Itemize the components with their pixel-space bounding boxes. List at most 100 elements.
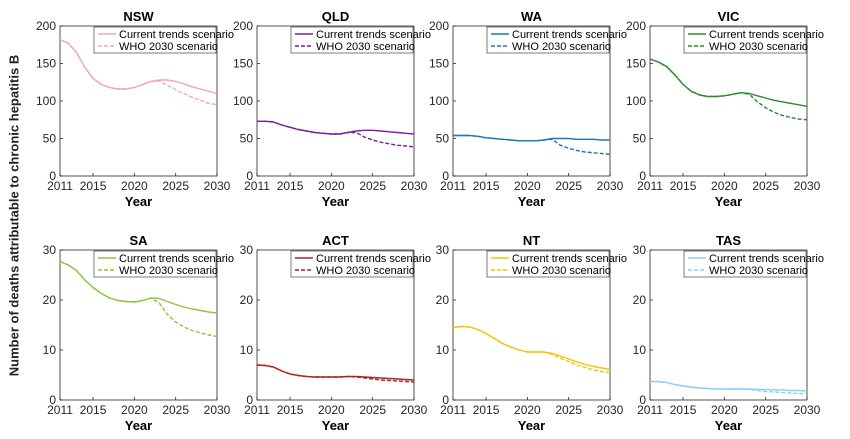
y-tick-label: 150	[626, 57, 646, 71]
x-tick-label: 2020	[514, 179, 541, 193]
x-axis-label: Year	[322, 418, 349, 433]
x-axis-label: Year	[125, 194, 152, 209]
y-tick-label: 0	[639, 169, 646, 183]
series-line-who-2030	[453, 134, 611, 155]
series-line-who-2030	[59, 38, 218, 106]
x-tick-label: 2020	[318, 403, 345, 417]
y-tick-label: 200	[429, 19, 449, 33]
x-tick-label: 2030	[204, 403, 231, 417]
x-axis-label: Year	[322, 194, 349, 209]
x-tick-label: 2015	[473, 403, 500, 417]
legend-label-current-trends: Current trends scenario	[512, 253, 627, 265]
x-tick-label: 2025	[752, 179, 779, 193]
x-tick-label: 2030	[794, 403, 821, 417]
axes-box	[256, 249, 415, 401]
x-tick-label: 2011	[47, 179, 73, 193]
y-tick-label: 50	[633, 132, 647, 146]
y-tick-label: 100	[36, 94, 56, 108]
x-tick-label: 2011	[440, 179, 466, 193]
y-tick-label: 10	[240, 343, 254, 357]
series-line-who-2030	[649, 58, 808, 121]
y-tick-label: 30	[43, 243, 57, 257]
x-tick-label: 2011	[244, 179, 270, 193]
x-tick-label: 2015	[277, 403, 304, 417]
x-tick-label: 2025	[162, 179, 189, 193]
y-tick-label: 0	[49, 169, 56, 183]
x-axis-label: Year	[518, 418, 545, 433]
y-tick-label: 200	[233, 19, 253, 33]
panel-title: NSW	[123, 9, 154, 24]
x-tick-label: 2025	[752, 403, 779, 417]
x-tick-label: 2015	[670, 403, 697, 417]
legend-label-who-2030: WHO 2030 scenario	[512, 265, 611, 277]
chart-panel-nsw: 0 50 100 150 200 2011 2015 2020 2025 2030 NSW Year C…	[36, 9, 234, 209]
x-tick-label: 2015	[473, 179, 500, 193]
y-tick-label: 0	[49, 393, 56, 407]
x-tick-label: 2015	[670, 179, 697, 193]
x-tick-label: 2030	[401, 403, 428, 417]
y-tick-label: 0	[442, 169, 449, 183]
y-tick-label: 150	[233, 57, 253, 71]
x-tick-label: 2030	[597, 179, 624, 193]
series-line-current-trends	[59, 38, 218, 95]
y-tick-label: 30	[240, 243, 254, 257]
legend-label-current-trends: Current trends scenario	[316, 253, 431, 265]
y-tick-label: 30	[633, 243, 647, 257]
x-tick-label: 2020	[711, 403, 738, 417]
y-tick-label: 150	[36, 57, 56, 71]
y-tick-label: 100	[429, 94, 449, 108]
panel-title: NT	[523, 233, 540, 248]
series-line-current-trends	[452, 325, 611, 371]
y-tick-label: 10	[43, 343, 57, 357]
y-tick-label: 0	[246, 169, 253, 183]
series-line-current-trends	[59, 260, 218, 314]
legend-label-current-trends: Current trends scenario	[316, 29, 431, 41]
legend-label-who-2030: WHO 2030 scenario	[709, 41, 808, 53]
x-tick-label: 2011	[440, 403, 466, 417]
series-line-who-2030	[650, 380, 807, 395]
y-tick-label: 0	[442, 393, 449, 407]
y-tick-label: 20	[436, 293, 450, 307]
y-tick-label: 0	[639, 393, 646, 407]
chart-panel-wa: 0 50 100 150 200 2011 2015 2020 2025 2030 WA Year Cu…	[429, 9, 627, 209]
x-tick-label: 2011	[637, 179, 663, 193]
x-tick-label: 2020	[121, 403, 148, 417]
legend-label-current-trends: Current trends scenario	[512, 29, 627, 41]
x-tick-label: 2030	[401, 179, 428, 193]
y-tick-label: 10	[633, 343, 647, 357]
x-tick-label: 2011	[47, 403, 73, 417]
x-tick-label: 2030	[794, 179, 821, 193]
x-tick-label: 2011	[637, 403, 663, 417]
legend-box	[486, 250, 610, 278]
x-tick-label: 2030	[204, 179, 231, 193]
axes-box	[649, 249, 808, 401]
x-tick-label: 2011	[244, 403, 270, 417]
x-tick-label: 2020	[121, 179, 148, 193]
legend-box	[683, 250, 807, 278]
legend-label-who-2030: WHO 2030 scenario	[119, 265, 218, 277]
x-tick-label: 2025	[555, 179, 582, 193]
x-tick-label: 2025	[555, 403, 582, 417]
x-tick-label: 2025	[359, 403, 386, 417]
legend-box	[93, 250, 217, 278]
legend-box	[290, 26, 414, 54]
x-tick-label: 2025	[162, 403, 189, 417]
legend-label-current-trends: Current trends scenario	[709, 29, 824, 41]
series-line-who-2030	[256, 364, 415, 383]
y-tick-label: 30	[436, 243, 450, 257]
axes-box	[452, 249, 611, 401]
legend-label-who-2030: WHO 2030 scenario	[316, 265, 415, 277]
y-tick-label: 50	[240, 132, 254, 146]
y-tick-label: 200	[626, 19, 646, 33]
y-tick-label: 100	[233, 94, 253, 108]
series-line-who-2030	[452, 325, 611, 374]
chart-panel-qld: 0 50 100 150 200 2011 2015 2020 2025 2030 QLD Year C…	[233, 9, 431, 209]
